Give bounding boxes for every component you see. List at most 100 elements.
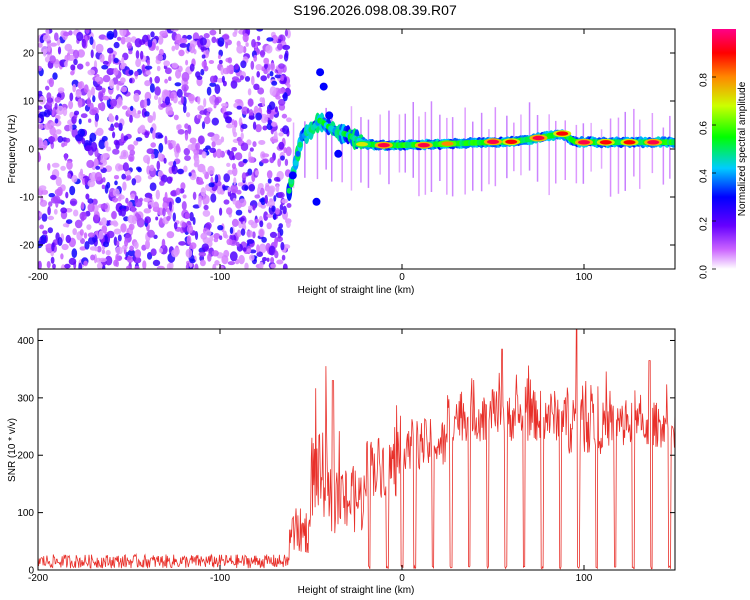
noise-blob	[120, 133, 125, 143]
noise-blob	[244, 262, 249, 269]
noise-blob	[42, 230, 48, 235]
noise-blob	[189, 258, 196, 264]
noise-blob	[184, 131, 189, 141]
noise-blob	[270, 121, 278, 127]
noise-blob	[278, 54, 283, 60]
noise-blob	[84, 241, 90, 250]
y-tick-label: 200	[17, 451, 34, 462]
noise-blob	[89, 36, 94, 46]
colorbar-tick-label: 0.2	[699, 217, 710, 231]
noise-blob	[69, 198, 78, 207]
noise-blob	[143, 154, 151, 164]
noise-blob	[218, 59, 223, 65]
noise-blob	[118, 164, 125, 171]
ridge-core	[286, 187, 292, 194]
noise-blob	[66, 160, 73, 170]
noise-blob	[209, 75, 217, 84]
noise-blob	[220, 265, 224, 269]
noise-blob	[223, 199, 230, 205]
noise-blob	[240, 132, 244, 140]
noise-blob	[101, 64, 109, 70]
noise-blob	[247, 98, 254, 107]
noise-blob	[215, 148, 223, 159]
noise-blob	[260, 159, 269, 164]
noise-blob	[48, 193, 56, 198]
noise-blob	[221, 255, 229, 265]
noise-blob	[88, 118, 92, 123]
noise-blob	[238, 217, 245, 222]
x-tick-label: 0	[399, 573, 405, 584]
noise-blob	[98, 257, 107, 263]
noise-blob	[232, 197, 237, 205]
noise-blob	[147, 115, 154, 123]
noise-blob	[224, 116, 232, 124]
noise-blob	[45, 101, 53, 110]
noise-blob	[186, 235, 192, 245]
noise-blob	[164, 78, 169, 84]
noise-blob	[164, 135, 168, 145]
x-tick-label: 100	[576, 573, 593, 584]
noise-blob	[168, 142, 173, 150]
noise-blob	[133, 241, 139, 249]
noise-blob	[102, 177, 106, 183]
noise-blob	[251, 75, 255, 86]
noise-blob	[45, 85, 50, 91]
noise-blob	[170, 190, 177, 197]
noise-blob	[144, 111, 150, 117]
noise-blob	[258, 243, 267, 254]
noise-blob	[252, 121, 257, 130]
snr-frame	[37, 328, 676, 571]
noise-blob	[234, 63, 239, 70]
noise-blob	[181, 71, 190, 82]
noise-blob	[75, 90, 82, 98]
noise-blob	[180, 182, 186, 190]
noise-blob	[54, 118, 59, 124]
noise-blob	[54, 96, 61, 103]
noise-blob	[170, 93, 174, 102]
noise-blob	[74, 219, 83, 229]
noise-blob	[171, 45, 176, 52]
noise-blob	[266, 222, 272, 230]
noise-blob	[62, 107, 68, 117]
noise-blob	[172, 212, 176, 222]
noise-blob	[128, 50, 133, 55]
noise-blob	[178, 241, 187, 246]
noise-blob	[64, 263, 71, 269]
noise-blob	[113, 175, 120, 180]
noise-blob	[159, 217, 164, 225]
noise-blob	[163, 90, 170, 96]
signal-blob	[319, 82, 328, 91]
y-tick-label: 400	[17, 336, 34, 347]
noise-blob	[68, 30, 73, 36]
noise-blob	[278, 132, 284, 137]
noise-blob	[175, 69, 182, 79]
noise-blob	[39, 211, 43, 218]
noise-blob	[129, 245, 135, 252]
noise-blob	[261, 153, 270, 158]
noise-blob	[134, 38, 142, 48]
colorbar	[712, 29, 736, 269]
noise-blob	[281, 254, 286, 261]
noise-blob	[39, 111, 47, 117]
noise-blob	[116, 36, 122, 41]
noise-blob	[83, 84, 89, 94]
noise-blob	[236, 44, 244, 54]
spectral-streak	[548, 114, 550, 196]
spectral-streak	[662, 127, 665, 185]
spectral-streak	[316, 128, 319, 180]
noise-blob	[117, 196, 122, 202]
noise-blob	[137, 167, 142, 173]
noise-blob	[214, 260, 220, 266]
noise-blob	[87, 232, 95, 238]
noise-blob	[207, 253, 212, 262]
noise-blob	[101, 87, 106, 94]
signal-blob	[325, 111, 334, 120]
noise-blob	[51, 162, 60, 168]
noise-blob	[185, 59, 189, 66]
noise-blob	[135, 50, 140, 59]
noise-blob	[156, 160, 161, 171]
noise-blob	[119, 29, 127, 37]
noise-blob	[91, 86, 95, 97]
noise-blob	[184, 123, 189, 129]
noise-blob	[236, 189, 242, 195]
